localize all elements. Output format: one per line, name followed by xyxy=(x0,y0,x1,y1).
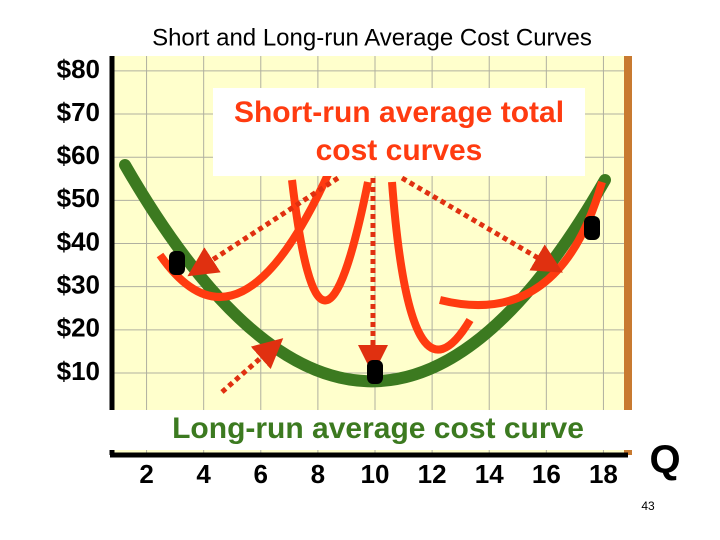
x-axis-label: Q xyxy=(649,438,680,482)
x-tick-label: 14 xyxy=(475,459,504,489)
x-tick-label: 8 xyxy=(311,459,325,489)
slide-number: 43 xyxy=(641,499,655,513)
tangent-point xyxy=(169,251,185,275)
x-tick-label: 18 xyxy=(589,459,618,489)
y-tick-label: $10 xyxy=(57,356,100,386)
x-tick-label: 2 xyxy=(139,459,153,489)
annotation-box xyxy=(213,88,585,176)
short-run-curve xyxy=(388,181,474,354)
x-tick-label: 4 xyxy=(196,459,211,489)
x-tick-label: 16 xyxy=(532,459,561,489)
tangent-point xyxy=(584,216,600,240)
annotation: Short-run average total cost curves xyxy=(233,96,565,167)
y-tick-label: $40 xyxy=(57,226,100,256)
pointer-arrow xyxy=(220,338,284,394)
x-tick-label: 10 xyxy=(361,459,390,489)
short-run-curve xyxy=(156,168,334,301)
y-tick-label: $80 xyxy=(57,54,100,84)
annotation-box xyxy=(104,410,652,450)
annotation: Long-run average cost curve xyxy=(172,412,584,445)
short-run-curve xyxy=(288,179,372,305)
y-tick-label: $50 xyxy=(57,183,100,213)
y-tick-label: $60 xyxy=(57,140,100,170)
y-tick-label: $30 xyxy=(57,270,100,300)
y-tick-label: $70 xyxy=(57,97,100,127)
chart-title: Short and Long-run Average Cost Curves xyxy=(152,24,592,51)
pointer-arrow xyxy=(187,175,340,277)
annotation-holder: Short-run average total cost curves xyxy=(233,96,565,167)
x-tick-label: 6 xyxy=(254,459,268,489)
x-tick-label: 12 xyxy=(418,459,447,489)
title-box xyxy=(60,22,690,56)
pointer-arrow xyxy=(400,175,563,273)
y-tick-label: $20 xyxy=(57,313,100,343)
right-border xyxy=(624,45,632,455)
tangent-point xyxy=(367,360,383,384)
